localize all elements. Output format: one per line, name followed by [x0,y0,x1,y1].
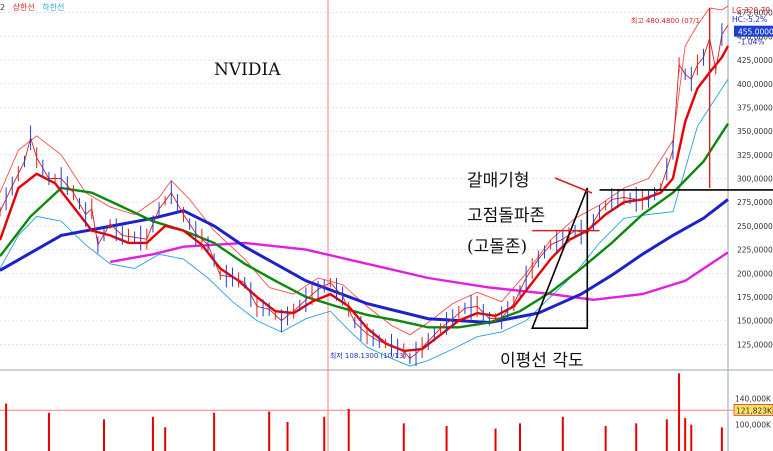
y-tick-label: 425,0000 [737,56,773,65]
high-label: 최고 480.4800 (07/1 [631,16,700,25]
ma-long-line [0,198,729,325]
volume-bar [690,424,693,451]
angle-label: 이평선 각도 [500,351,584,371]
angle-triangle [531,187,589,330]
volume-bar [164,427,167,451]
y-tick-label: 275,0000 [737,198,773,207]
volume-bar [286,422,289,451]
volume-bar [494,428,497,451]
legend-prefix: 2 [0,3,6,12]
y-tick-label: 200,0000 [737,269,773,278]
volume-bar [561,416,564,451]
current-price-box [734,25,773,37]
legend-upper-band: 상한선 [12,3,35,12]
y-tick-label: 325,0000 [737,151,773,160]
volume-bar [604,425,607,451]
y-tick-label: 225,0000 [737,246,773,255]
volume-bar [151,416,154,451]
volume-bar [103,419,105,451]
indicator-legend: 2 상한선 하한선 [0,2,69,13]
current-price-readout: 455.0000 [738,28,773,37]
volume-bar [519,423,521,451]
ma-mid-line [0,122,730,329]
volume-bar [268,411,271,451]
volume-bar [635,423,638,451]
ma-xlong-line [109,241,729,302]
volume-bar [445,425,448,451]
volume-bar [678,373,681,451]
y-tick-label: 400,0000 [737,80,773,89]
volume-bar [213,412,216,451]
y-tick-label: 475,0000 [737,9,773,18]
legend-lower-band: 하한선 [42,3,65,12]
bb-lower-line [0,78,729,367]
volume-current-box [733,403,773,416]
bollinger-bands [0,5,729,367]
y-tick-label: 300,0000 [737,175,773,184]
volume-bar [665,419,668,451]
bb-upper-line [0,5,729,336]
volume-bars [5,373,723,451]
pattern-overlay: 최고 480.4800 (07/1 최저 108.1300 (10/13) [330,8,773,363]
volume-bar [323,416,326,451]
volume-bar [684,418,687,451]
y-tick-label: 250,0000 [737,222,773,231]
volume-bar [402,423,405,451]
pattern-label-line2: 고점돌파존 [467,206,546,226]
lc-readout: LC:320.79 [732,6,770,15]
y-tick-label: 450,0000 [737,32,773,41]
chart-title: NVIDIA [214,60,281,80]
volume-bar [347,408,350,451]
y-tick-label: 175,0000 [737,293,773,302]
price-axis: 475,0000 450,0000 425,0000 400,0000 375,0000… [732,6,773,430]
price-series [0,23,729,367]
volume-tick-label: 100,000K [735,421,772,430]
y-tick-label: 125,0000 [737,340,773,349]
y-tick-label: 150,0000 [737,317,773,326]
y-tick-label: 350,0000 [737,127,773,136]
volume-bar [5,403,8,451]
volume-bar [47,412,50,451]
pattern-label-line1: 갈매기형 [467,171,530,191]
y-tick-label: 375,0000 [737,103,773,112]
change-pct-readout: -1.04% [738,38,765,47]
volume-bar [720,427,723,451]
low-label: 최저 108.1300 (10/13) [330,351,407,360]
hc-readout: HC:-5.2% [732,15,767,24]
pattern-label-line3: (고돌존) [467,237,528,257]
volume-current-readout: 121,823K [736,406,773,415]
pattern-arrow [554,177,593,194]
volume-tick-label: 140,000K [735,394,772,403]
